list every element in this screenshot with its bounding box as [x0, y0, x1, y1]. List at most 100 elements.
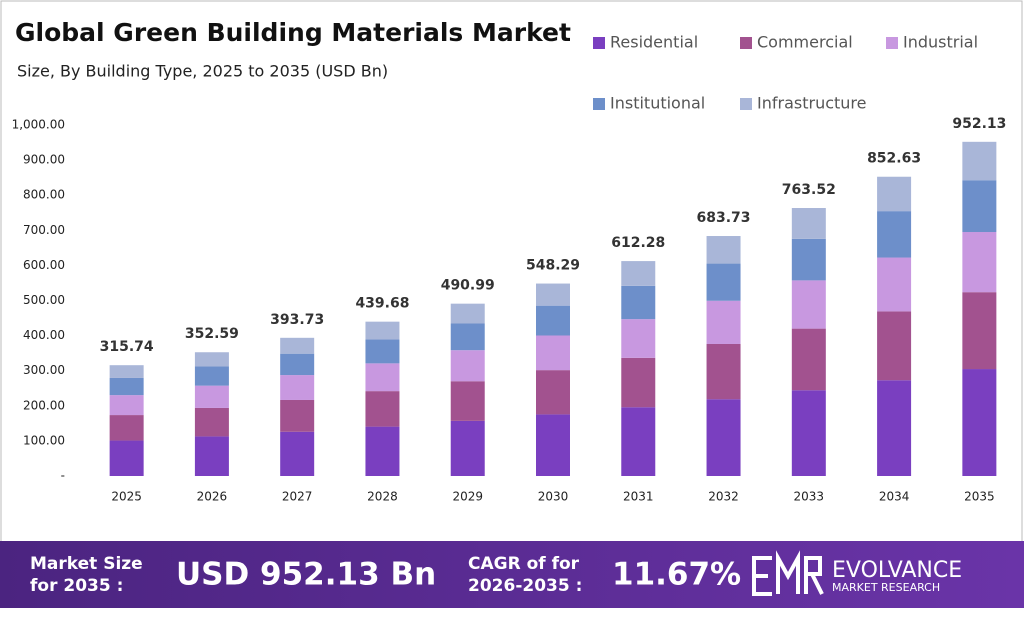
- bar-segment: [791, 238, 826, 281]
- footer-value: USD 952.13 Bn: [176, 557, 436, 593]
- legend-label: Infrastructure: [757, 94, 866, 113]
- bar-segment: [962, 141, 997, 181]
- bar-segment: [450, 303, 485, 324]
- x-tick-label: 2032: [708, 490, 739, 504]
- x-tick-label: 2025: [111, 490, 142, 504]
- footer: Market Size for 2035 : USD 952.13 Bn CAG…: [30, 550, 962, 596]
- bar-segment: [706, 263, 741, 301]
- y-tick-label: 800.00: [23, 188, 65, 202]
- y-tick-label: 500.00: [23, 293, 65, 307]
- bar-segment: [365, 391, 400, 427]
- bar-segment: [536, 414, 570, 476]
- bar-segment: [791, 328, 826, 391]
- legend-label: Commercial: [757, 33, 853, 52]
- legend-label: Residential: [610, 33, 698, 52]
- legend-swatch: [740, 37, 752, 49]
- legend-swatch: [886, 37, 898, 49]
- chart-subtitle: Size, By Building Type, 2025 to 2035 (US…: [17, 62, 388, 81]
- footer-label: 2026-2035 :: [468, 576, 582, 596]
- total-label: 952.13: [952, 116, 1006, 132]
- bar-segment: [706, 399, 741, 476]
- bar-segment: [962, 180, 997, 233]
- y-tick-label: 1,000.00: [12, 118, 65, 132]
- legend-label: Industrial: [903, 33, 978, 52]
- footer-value: 11.67%: [612, 557, 741, 593]
- legend-swatch: [593, 37, 605, 49]
- x-tick-label: 2027: [282, 490, 313, 504]
- y-tick-label: -: [61, 469, 65, 483]
- bar-segment: [877, 380, 912, 476]
- bar-segment: [109, 365, 144, 378]
- bar-segment: [791, 390, 826, 476]
- total-label: 763.52: [782, 182, 836, 198]
- total-label: 352.59: [185, 326, 239, 342]
- bar-segment: [194, 352, 229, 367]
- x-tick-label: 2035: [964, 490, 995, 504]
- chart-title: Global Green Building Materials Market: [15, 18, 571, 47]
- y-tick-label: 700.00: [23, 223, 65, 237]
- bar-segment: [962, 292, 997, 370]
- bar-segment: [450, 350, 485, 382]
- bar-segment: [194, 407, 229, 437]
- x-tick-label: 2028: [367, 490, 398, 504]
- bar-segment: [536, 305, 570, 336]
- y-tick-label: 100.00: [23, 433, 65, 447]
- bar-segment: [791, 208, 826, 239]
- bar-segment: [791, 280, 826, 329]
- bar-segment: [450, 323, 485, 351]
- total-label: 683.73: [697, 210, 751, 226]
- bar-segment: [877, 311, 912, 381]
- bar-segment: [450, 420, 485, 476]
- x-tick-label: 2030: [538, 490, 569, 504]
- bar-segment: [109, 440, 144, 476]
- total-label: 852.63: [867, 151, 921, 167]
- bar-segment: [877, 257, 912, 312]
- bar-segment: [194, 436, 229, 476]
- bar-segment: [621, 261, 656, 286]
- bar-segment: [365, 363, 400, 392]
- bar-segment: [194, 366, 229, 386]
- y-tick-label: 900.00: [23, 153, 65, 167]
- bar-segment: [706, 300, 741, 344]
- total-label: 548.29: [526, 258, 580, 274]
- brand-logo: [752, 550, 824, 596]
- bar-segment: [280, 353, 315, 376]
- footer-band: [0, 541, 1024, 608]
- y-tick-label: 400.00: [23, 328, 65, 342]
- bar-segment: [706, 236, 741, 264]
- footer-label: CAGR of for: [468, 554, 580, 574]
- bar-segment: [194, 385, 229, 408]
- total-label: 393.73: [270, 312, 324, 328]
- x-tick-label: 2031: [623, 490, 654, 504]
- bar-segment: [877, 211, 912, 258]
- bar-segment: [280, 431, 315, 476]
- bar-segment: [109, 395, 144, 416]
- total-label: 439.68: [355, 296, 409, 312]
- footer-label: Market Size: [30, 554, 143, 574]
- x-tick-label: 2029: [452, 490, 483, 504]
- bar-segment: [536, 370, 570, 415]
- legend-label: Institutional: [610, 94, 705, 113]
- bar-segment: [365, 321, 400, 340]
- bar-segment: [706, 343, 741, 400]
- bar-segment: [621, 319, 656, 358]
- bar-segment: [621, 285, 656, 320]
- bar-segment: [877, 176, 912, 212]
- x-tick-label: 2033: [794, 490, 825, 504]
- bar-segment: [621, 407, 656, 476]
- brand-name: EVOLVANCE: [832, 558, 962, 583]
- y-tick-label: 200.00: [23, 398, 65, 412]
- footer-label: for 2035 :: [30, 576, 123, 596]
- bar-segment: [450, 381, 485, 421]
- legend-swatch: [593, 98, 605, 110]
- bar-segment: [536, 335, 570, 371]
- total-label: 315.74: [100, 339, 154, 355]
- bar-segment: [536, 283, 570, 306]
- bar-segment: [109, 415, 144, 441]
- total-label: 612.28: [611, 235, 665, 251]
- total-label: 490.99: [441, 278, 495, 294]
- bar-segment: [280, 375, 315, 400]
